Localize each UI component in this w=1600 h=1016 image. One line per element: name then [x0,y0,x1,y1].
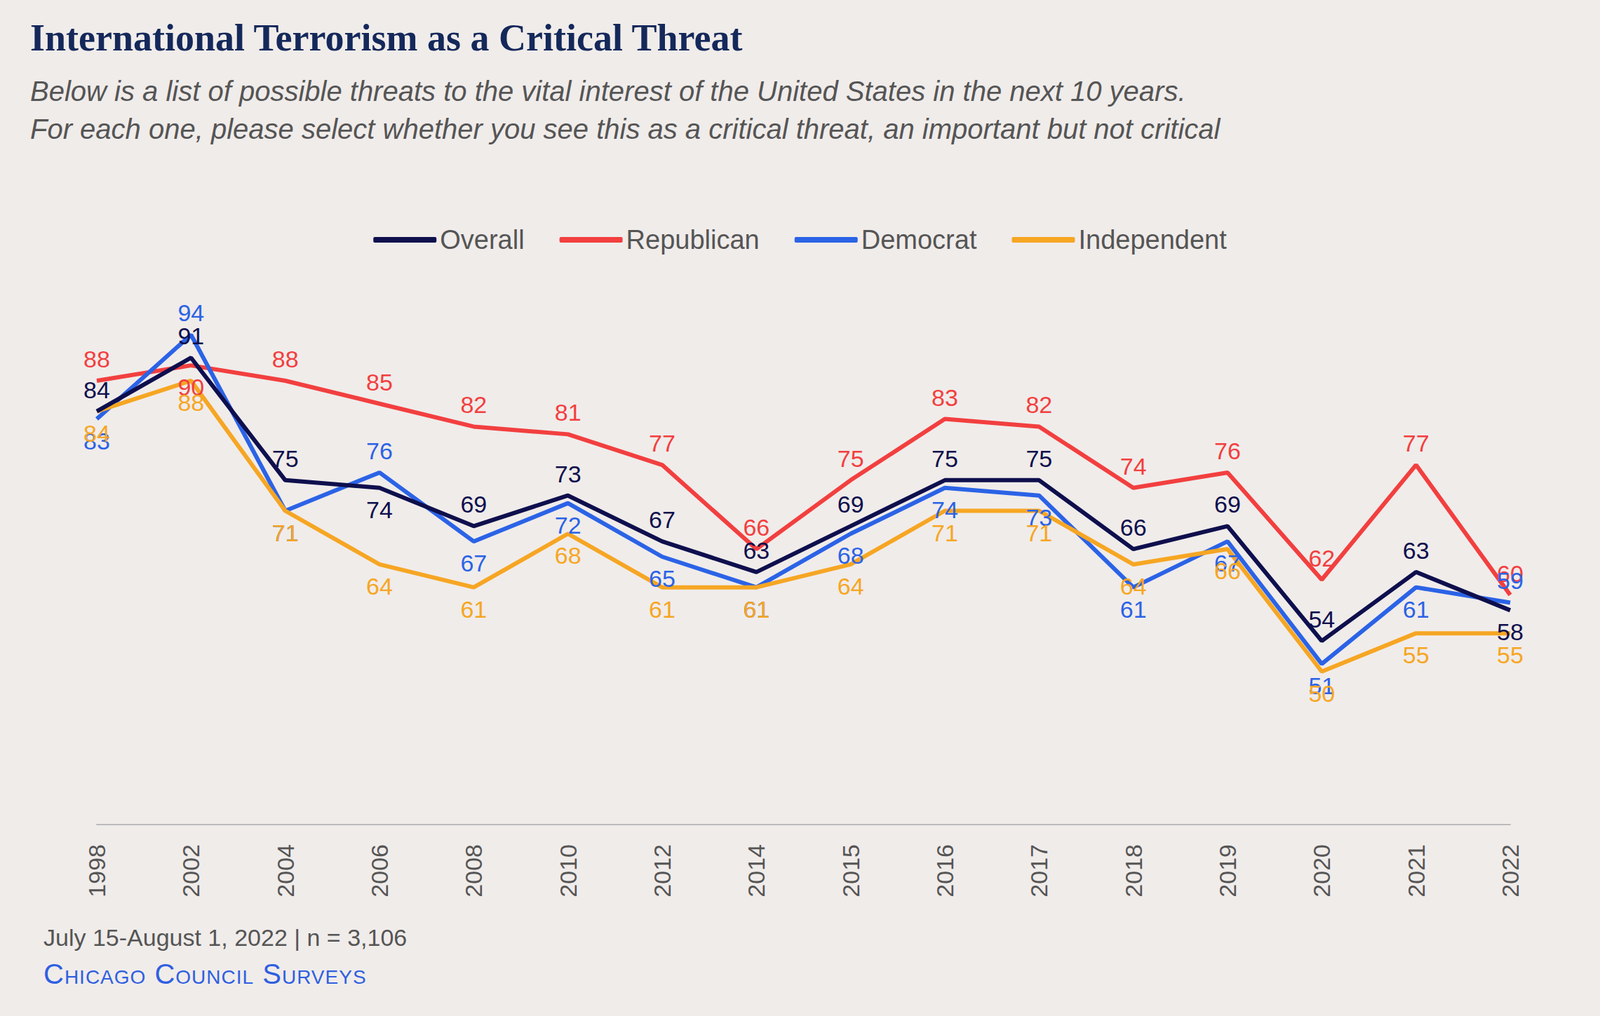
svg-text:2021: 2021 [1402,844,1430,898]
svg-text:Republican: Republican [626,225,760,255]
svg-text:International Terrorism as a C: International Terrorism as a Critical Th… [30,16,743,59]
svg-text:77: 77 [648,429,676,457]
svg-text:85: 85 [366,368,393,396]
svg-text:61: 61 [648,596,676,623]
svg-text:64: 64 [837,573,865,600]
svg-text:81: 81 [554,399,582,426]
svg-text:67: 67 [648,506,676,534]
svg-text:61: 61 [742,596,770,623]
svg-text:2006: 2006 [366,844,393,898]
svg-text:76: 76 [366,437,393,465]
svg-text:68: 68 [837,542,865,569]
svg-text:55: 55 [1402,641,1430,669]
svg-text:2010: 2010 [554,844,582,898]
svg-text:Below is a list of possible th: Below is a list of possible threats to t… [30,75,1187,107]
svg-text:88: 88 [177,389,205,416]
svg-text:88: 88 [83,345,111,373]
svg-text:Democrat: Democrat [861,225,978,255]
svg-text:74: 74 [931,496,959,524]
svg-text:2016: 2016 [931,844,959,898]
svg-text:2020: 2020 [1308,844,1335,898]
svg-text:61: 61 [460,596,487,623]
svg-text:61: 61 [742,596,770,623]
svg-text:75: 75 [1025,445,1053,473]
svg-text:64: 64 [366,573,393,600]
svg-text:58: 58 [1496,618,1524,646]
svg-text:88: 88 [272,345,299,373]
svg-text:90: 90 [177,373,205,401]
svg-text:1998: 1998 [83,844,111,898]
svg-text:91: 91 [177,322,205,350]
svg-text:2008: 2008 [460,844,487,898]
svg-text:66: 66 [1214,557,1241,585]
svg-text:59: 59 [1496,567,1524,595]
svg-text:63: 63 [1402,537,1430,564]
svg-text:2004: 2004 [272,844,299,898]
svg-text:50: 50 [1308,680,1335,708]
svg-text:72: 72 [554,512,582,539]
svg-text:61: 61 [1120,596,1147,623]
svg-text:61: 61 [1402,596,1430,623]
svg-text:2018: 2018 [1120,844,1147,898]
svg-text:69: 69 [1214,491,1241,518]
svg-text:71: 71 [272,519,299,547]
svg-text:64: 64 [1120,573,1147,600]
svg-text:75: 75 [931,445,959,473]
svg-text:2002: 2002 [177,844,205,898]
svg-text:69: 69 [837,491,865,518]
svg-text:For each one, please select wh: For each one, please select whether you … [30,113,1222,145]
svg-text:66: 66 [1120,514,1147,541]
svg-text:94: 94 [177,299,205,327]
svg-text:2012: 2012 [648,844,676,898]
svg-text:62: 62 [1308,545,1335,572]
svg-text:66: 66 [743,514,770,541]
svg-text:73: 73 [1025,504,1053,531]
svg-text:75: 75 [272,445,299,473]
svg-text:71: 71 [272,519,299,547]
svg-text:84: 84 [83,376,111,404]
svg-text:2017: 2017 [1025,844,1053,898]
svg-text:63: 63 [742,537,770,564]
svg-text:2015: 2015 [837,844,865,898]
svg-text:65: 65 [648,565,676,593]
svg-text:75: 75 [837,445,865,473]
svg-text:54: 54 [1308,606,1335,633]
svg-text:83: 83 [931,384,959,412]
svg-text:2019: 2019 [1214,844,1241,898]
svg-text:76: 76 [1214,437,1241,465]
svg-text:82: 82 [460,391,487,419]
html-text:July 15-August 1, 2022 | n = 3: July 15-August 1, 2022 | n = 3,106 [43,924,408,952]
svg-text:74: 74 [366,496,393,524]
svg-text:69: 69 [460,491,487,518]
svg-text:74: 74 [1120,453,1147,480]
svg-text:71: 71 [1025,519,1053,547]
svg-text:68: 68 [554,542,582,569]
svg-text:Overall: Overall [439,225,524,255]
svg-text:2022: 2022 [1496,844,1524,898]
svg-text:73: 73 [554,460,582,488]
svg-text:67: 67 [460,549,487,577]
svg-text:55: 55 [1496,641,1524,669]
svg-text:84: 84 [83,420,111,447]
svg-text:2014: 2014 [742,844,770,898]
svg-text:Independent: Independent [1078,225,1227,255]
svg-text:71: 71 [931,519,959,547]
svg-text:82: 82 [1025,391,1053,419]
html-text:Chicago Council Surveys: Chicago Council Surveys [43,958,367,990]
svg-text:77: 77 [1402,429,1430,457]
